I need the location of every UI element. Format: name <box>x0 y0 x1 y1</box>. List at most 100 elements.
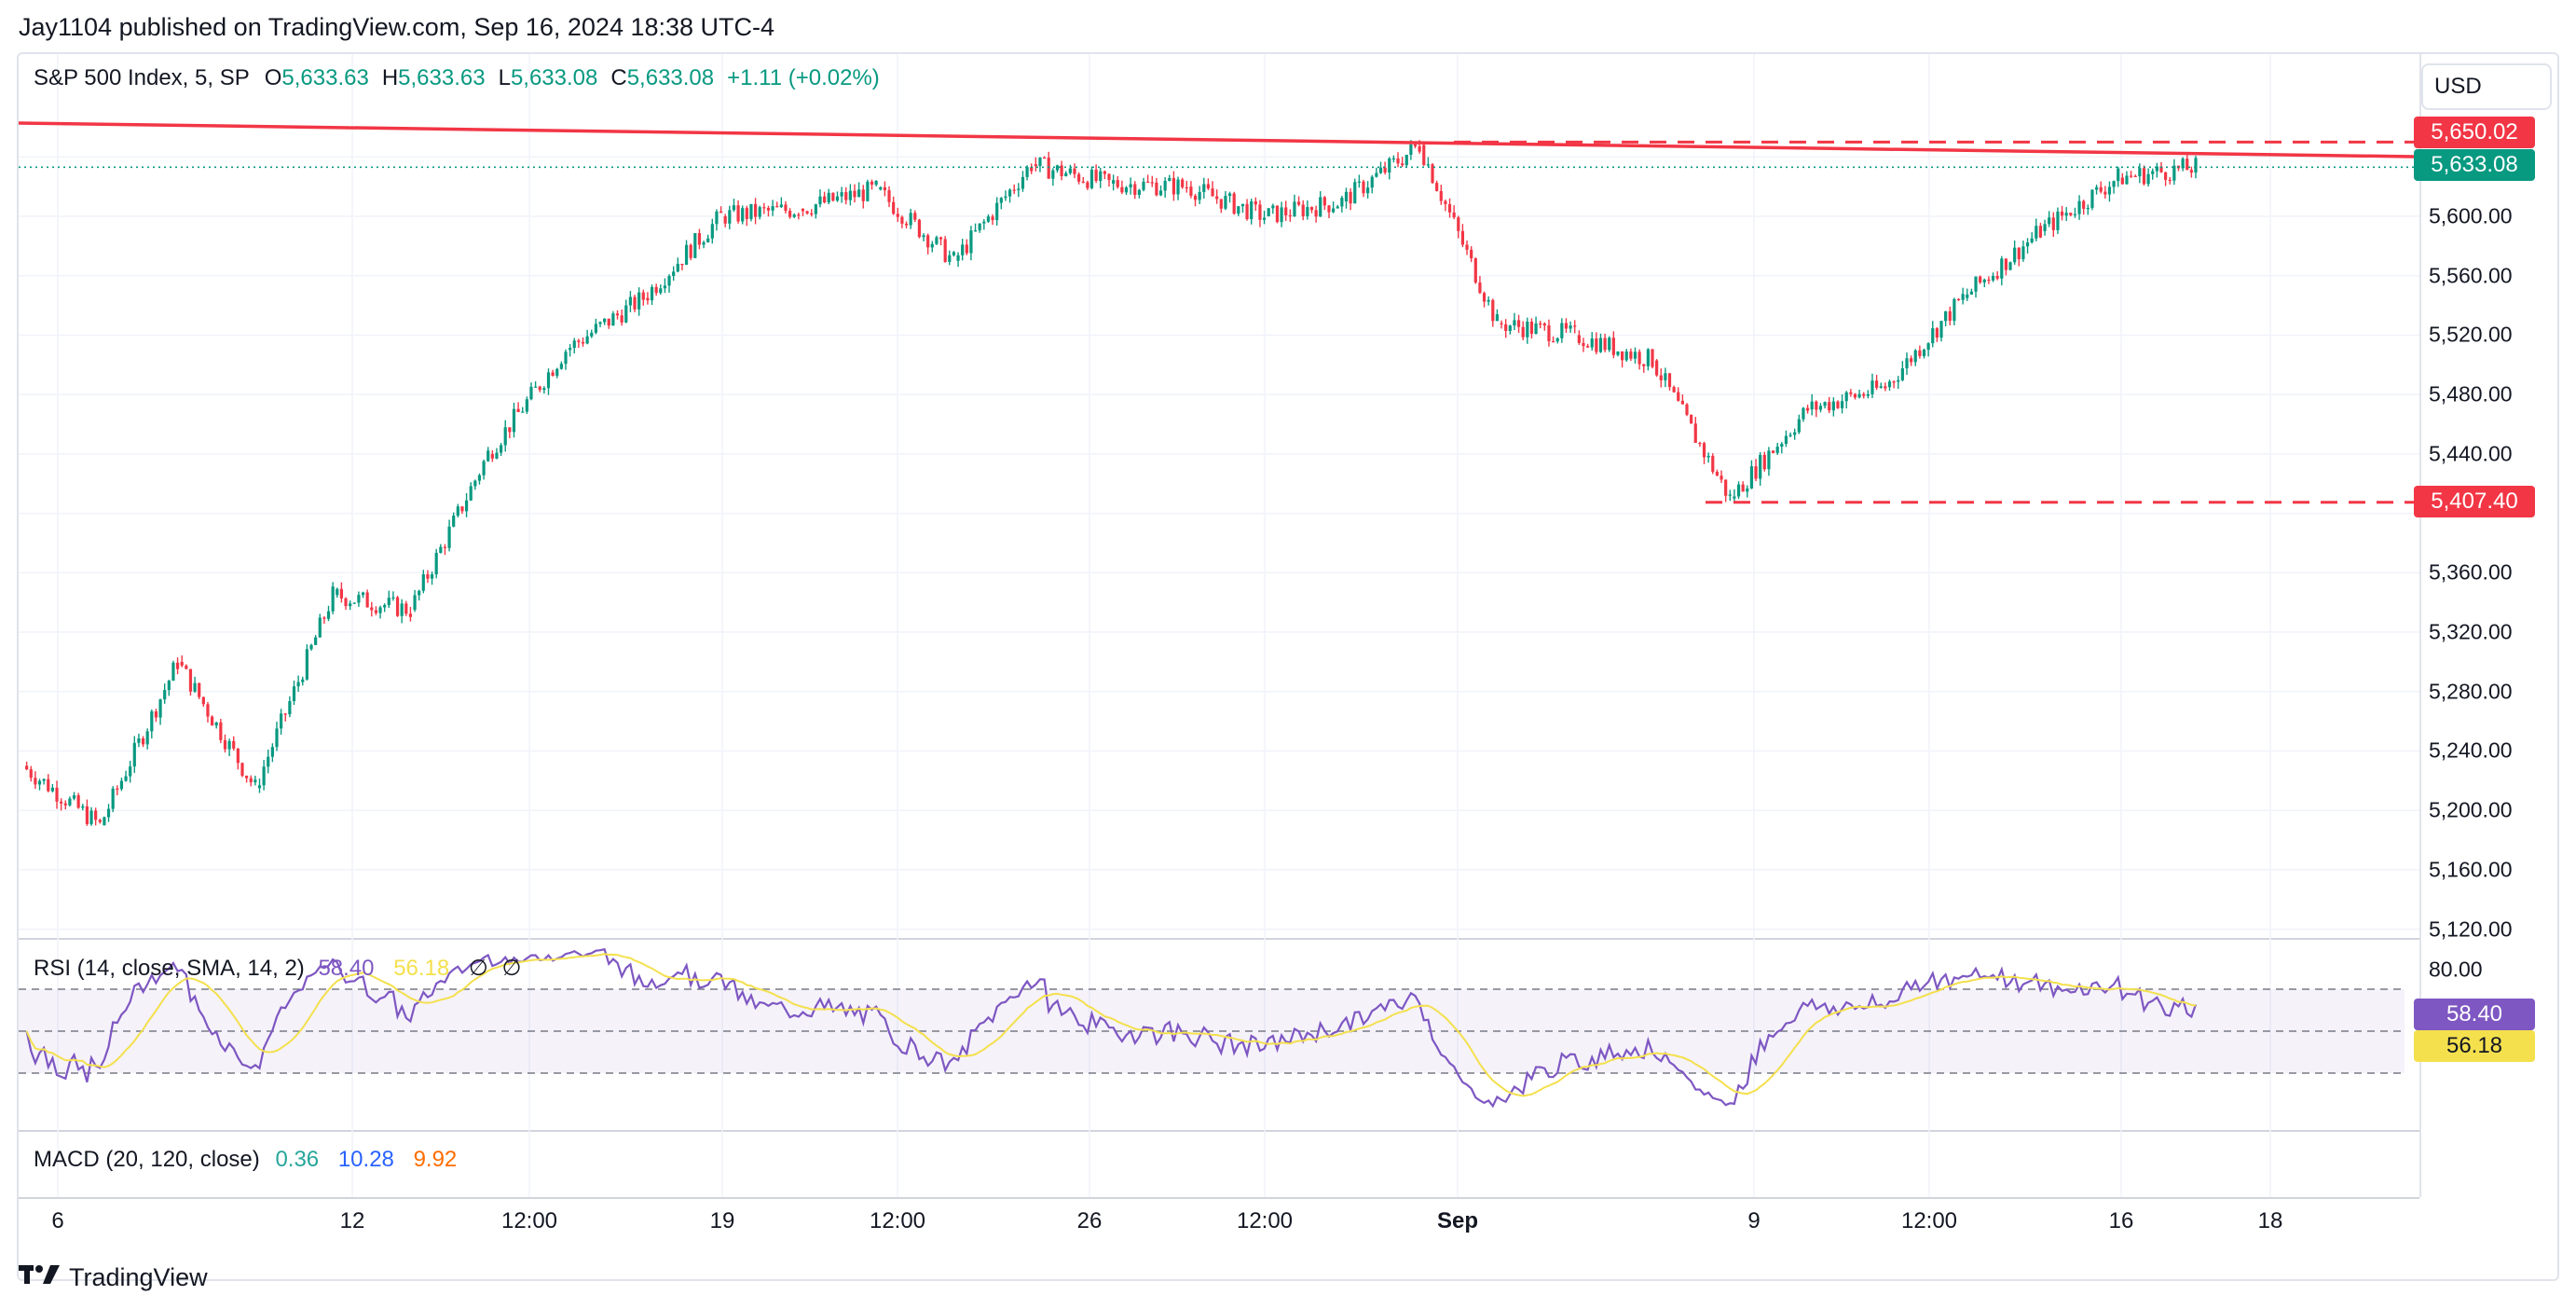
price-candle-body <box>2013 247 2017 263</box>
price-candle-body <box>1254 201 1257 205</box>
price-candle-body <box>741 208 745 222</box>
price-candle-body <box>296 682 300 687</box>
price-candle-body <box>1802 407 1805 420</box>
price-candle-body <box>697 233 702 245</box>
price-candle-body <box>1664 373 1667 380</box>
price-candle-body <box>2038 226 2043 238</box>
price-candle-body <box>564 351 568 365</box>
pane-separator-rsi-macd[interactable] <box>19 1130 2419 1132</box>
price-candle-body <box>1168 177 1172 181</box>
price-candle-body <box>879 186 883 190</box>
price-candle-body <box>2117 168 2120 182</box>
price-candle-body <box>1116 180 1119 187</box>
tradingview-brand[interactable]: TradingView <box>19 1262 208 1292</box>
price-candle-body <box>1866 393 1870 396</box>
price-candle-body <box>1728 494 1732 496</box>
price-candle-body <box>917 219 922 238</box>
price-candle-body <box>672 271 676 277</box>
price-candle-body <box>1667 373 1672 388</box>
time-tick-label: 12:00 <box>869 1208 926 1233</box>
price-candle-body <box>1590 338 1594 348</box>
price-candle-body <box>1431 164 1434 184</box>
price-candle-body <box>175 662 180 669</box>
price-candle-body <box>831 192 835 201</box>
price-candle-body <box>607 318 610 326</box>
price-candle-body <box>1762 454 1766 470</box>
price-candle-body <box>193 682 197 692</box>
symbol-name[interactable]: S&P 500 Index, 5, SP <box>34 65 250 90</box>
price-candle-body <box>1815 401 1818 410</box>
price-candle-body <box>1892 381 1896 383</box>
price-candle-body <box>840 192 843 197</box>
macd-label[interactable]: MACD (20, 120, close) <box>34 1147 260 1172</box>
price-candle-body <box>456 506 459 517</box>
price-candle-body <box>1158 190 1163 196</box>
price-candle-body <box>1598 338 1603 352</box>
price-candle-body <box>1103 171 1106 174</box>
macd-signal-value: 9.92 <box>413 1147 458 1172</box>
price-candle-body <box>1137 189 1141 195</box>
price-candle-body <box>1129 184 1132 188</box>
price-candle-body <box>1495 314 1500 322</box>
open-value: 5,633.63 <box>281 65 369 90</box>
price-candle-body <box>249 778 253 783</box>
currency-button[interactable]: USD <box>2421 63 2552 110</box>
macd-line-value: 10.28 <box>337 1147 394 1172</box>
price-candle-body <box>1426 164 1430 166</box>
price-candle-body <box>1473 258 1477 283</box>
price-candle-body <box>1637 351 1641 365</box>
price-candle-body <box>1332 208 1336 213</box>
price-candle-body <box>1258 204 1262 220</box>
price-candle-body <box>129 766 132 777</box>
price-candle-body <box>1012 189 1016 191</box>
price-candle-body <box>267 756 270 767</box>
price-candle-body <box>1146 181 1150 184</box>
price-candle-body <box>1396 158 1400 164</box>
price-candle-body <box>2094 186 2099 190</box>
time-axis-separator <box>19 1197 2419 1199</box>
price-candle-body <box>555 368 559 377</box>
price-candle-body <box>447 526 451 548</box>
price-candle-body <box>1870 380 1874 394</box>
price-candle-body <box>240 763 244 777</box>
price-candle-body <box>1353 182 1357 204</box>
price-candle-body <box>973 230 978 232</box>
price-candle-body <box>1491 299 1495 322</box>
price-candle-body <box>1262 217 1267 220</box>
rsi-badge: 58.40 <box>2414 999 2535 1030</box>
price-tick-label: 5,160.00 <box>2429 857 2513 882</box>
price-candle-body <box>874 180 878 186</box>
price-candle-body <box>1884 386 1887 389</box>
price-candle-body <box>1995 275 1999 279</box>
price-candle-body <box>1966 294 1969 298</box>
price-candle-body <box>818 196 822 205</box>
price-candle-body <box>1629 351 1633 359</box>
price-candle-body <box>844 192 848 200</box>
price-candle-body <box>1715 472 1720 476</box>
price-candle-body <box>861 189 865 201</box>
rsi-label[interactable]: RSI (14, close, SMA, 14, 2) <box>34 956 305 981</box>
price-candle-body <box>1767 450 1771 470</box>
price-candle-body <box>400 603 404 616</box>
price-candle-body <box>2168 179 2172 182</box>
price-candle-body <box>236 748 240 764</box>
price-candle-body <box>1603 338 1607 351</box>
price-candle-body <box>163 690 167 700</box>
price-candle-body <box>689 244 692 258</box>
price-candle-body <box>2146 173 2150 185</box>
price-candle-body <box>2103 191 2107 195</box>
price-candle-body <box>288 701 292 715</box>
price-candle-body <box>680 263 684 266</box>
price-candle-body <box>1275 205 1280 223</box>
pane-separator-price-rsi[interactable] <box>19 938 2419 940</box>
price-candle-body <box>1163 180 1167 191</box>
price-candle-body <box>1564 323 1569 329</box>
price-candle-body <box>344 598 348 607</box>
price-axis-separator <box>2419 54 2421 1197</box>
price-candle-body <box>1749 466 1754 489</box>
price-candle-body <box>374 610 378 613</box>
price-candle-body <box>801 209 805 212</box>
price-candle-body <box>948 255 952 262</box>
price-candle-body <box>1081 181 1085 184</box>
